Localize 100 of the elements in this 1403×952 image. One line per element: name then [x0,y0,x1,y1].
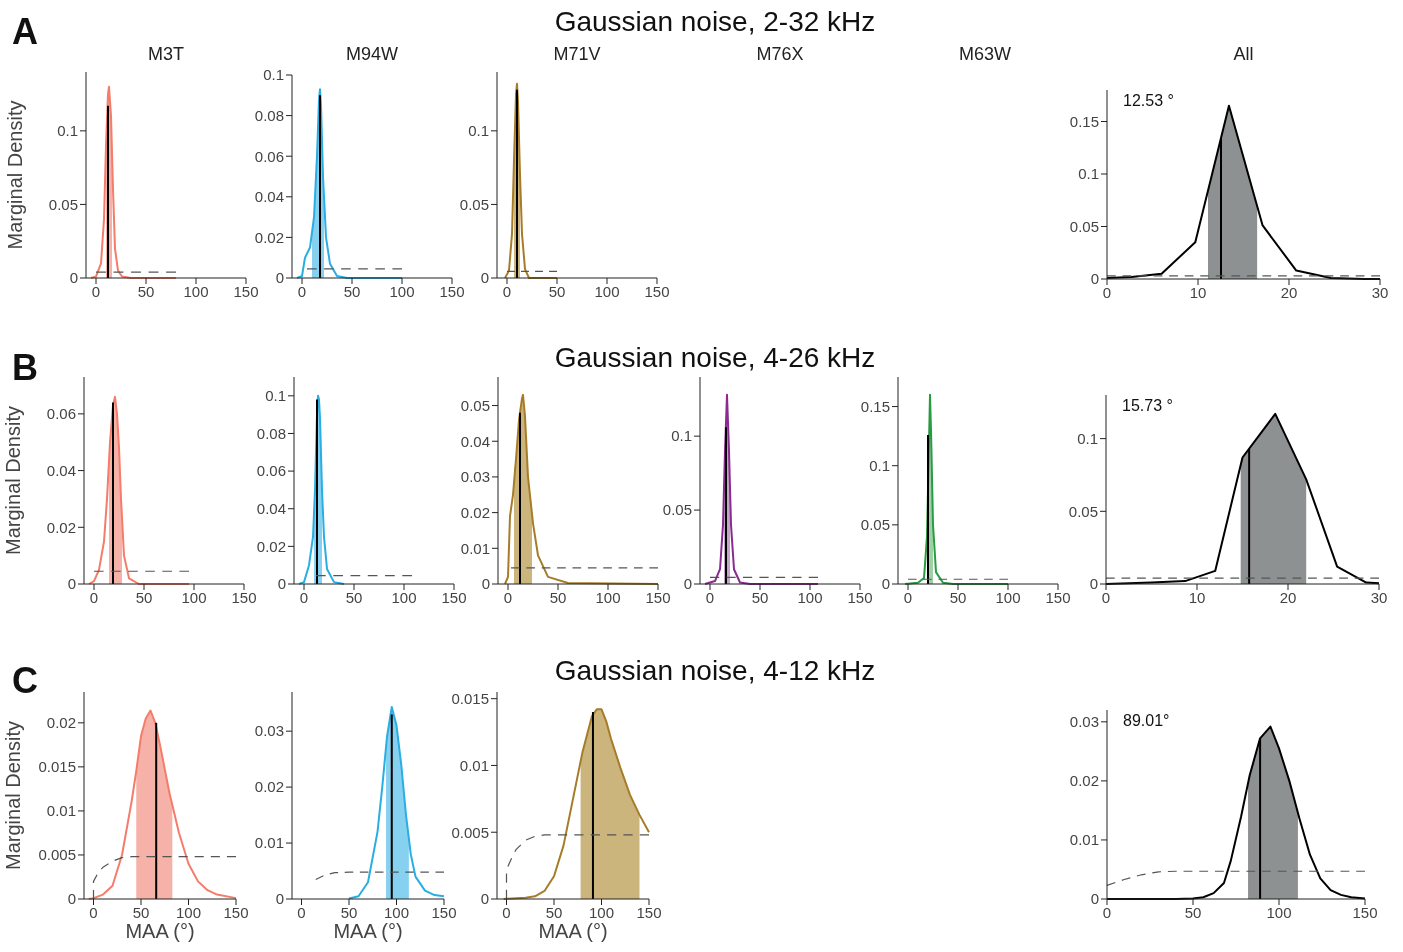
x-tick-label: 150 [439,282,465,300]
y-tick-label: 0.015 [451,690,489,707]
x-tick-label: 100 [389,282,415,300]
y-tick-label: 0 [67,575,76,593]
y-tick-label: 0.1 [1078,165,1099,183]
y-tick-label: 0 [683,575,692,593]
x-tick-label: 100 [594,282,620,300]
y-tick-label: 0 [1089,575,1098,593]
y-tick-label: 0.05 [662,501,692,519]
y-tick-label: 0.02 [254,228,284,246]
y-tick-label: 0.08 [254,106,284,124]
text: Gaussian noise, 4-26 kHz [553,342,877,374]
x-tick-label: 10 [1189,283,1207,301]
y-tick-label: 0.03 [1069,713,1099,731]
x-tick-label: 100 [797,588,823,606]
y-tick-label: 0 [277,575,286,593]
y-tick-label: 0.1 [1077,429,1098,447]
y-tick-label: 0.06 [46,405,76,423]
chart-title: M71V [552,44,602,65]
y-tick-label: 0 [1090,270,1099,288]
y-tick-label: 0.06 [254,147,284,165]
chart-title: M3T [147,44,185,65]
x-tick-label: 0 [89,588,99,606]
y-tick-label: 0.01 [254,834,284,852]
y-tick-label: 0.04 [254,188,284,206]
x-tick-label: 50 [340,903,358,921]
x-tick-label: 30 [1370,588,1388,606]
y-axis-title: Marginal Density [2,406,25,555]
x-tick-label: 100 [1266,903,1292,921]
x-tick-label: 10 [1188,588,1206,606]
x-tick-label: 0 [502,903,511,921]
x-tick-label: 100 [391,588,417,606]
x-tick-label: 150 [1045,588,1071,606]
y-tick-label: 0.005 [451,823,489,841]
text: Gaussian noise, 4-12 kHz [553,655,877,687]
text: Gaussian noise, 2-32 kHz [553,6,877,38]
x-tick-label: 100 [995,588,1021,606]
x-tick-label: 0 [1102,283,1112,301]
y-tick-label: 0 [275,269,284,287]
x-tick-label: 150 [645,588,671,606]
x-tick-label: 150 [1352,903,1378,921]
annotation: 15.73 ° [1122,397,1173,415]
x-tick-label: 100 [181,588,207,606]
y-tick-label: 0 [275,890,284,908]
y-tick-label: 0.03 [460,468,490,486]
text: C [12,660,38,701]
y-tick-label: 0 [480,890,489,908]
y-tick-label: 0.02 [256,537,286,555]
y-tick-label: 0.1 [57,122,78,140]
y-tick-label: 0.05 [860,516,890,534]
y-tick-label: 0 [67,890,76,908]
y-tick-label: 0.015 [38,758,76,776]
x-tick-label: 100 [588,903,615,921]
y-tick-label: 0.05 [48,195,78,213]
x-tick-label: 0 [903,588,913,606]
x-tick-label: 50 [343,282,361,300]
x-tick-label: 100 [175,903,202,921]
x-tick-label: 0 [297,903,306,921]
x-tick-label: 0 [705,588,715,606]
y-tick-label: 0.01 [46,802,76,820]
x-tick-label: 0 [297,282,307,300]
chart-title: M94W [345,44,399,65]
x-tick-label: 0 [91,282,101,300]
y-tick-label: 0.15 [860,397,890,415]
y-tick-label: 0.1 [671,427,692,445]
y-tick-label: 0.04 [46,461,76,479]
text: M76X [755,44,805,65]
x-tick-label: 150 [431,903,457,921]
y-tick-label: 0.02 [254,778,284,796]
x-tick-label: 20 [1279,588,1297,606]
y-tick-label: 0.01 [460,539,490,557]
y-tick-label: 0.02 [46,518,76,536]
y-tick-label: 0.04 [460,432,490,450]
y-tick-label: 0.15 [1069,112,1099,130]
y-tick-label: 0 [881,575,890,593]
y-tick-label: 0.1 [869,457,890,475]
y-tick-label: 0.1 [263,66,284,84]
x-tick-label: 150 [644,282,670,300]
y-tick-label: 0.05 [1068,502,1098,520]
y-tick-label: 0.05 [460,396,490,414]
annotation: 89.01° [1123,712,1170,730]
y-tick-label: 0.03 [254,722,284,740]
y-tick-label: 0 [480,269,489,287]
x-tick-label: 150 [231,588,257,606]
text: M63W [958,44,1012,65]
y-axis-title: Marginal Density [2,721,25,870]
x-tick-label: 150 [223,903,249,921]
y-tick-label: 0.005 [38,846,76,864]
x-tick-label: 50 [345,588,363,606]
x-tick-label: 0 [89,903,98,921]
x-axis-title: MAA (°) [333,920,403,942]
x-axis-title: MAA (°) [538,920,608,942]
x-tick-label: 100 [183,282,209,300]
y-axis-title: Marginal Density [4,100,27,250]
x-tick-label: 150 [847,588,873,606]
x-tick-label: 50 [549,588,567,606]
x-tick-label: 150 [233,282,259,300]
x-tick-label: 0 [299,588,309,606]
text: B [12,347,38,388]
x-tick-label: 50 [137,282,155,300]
